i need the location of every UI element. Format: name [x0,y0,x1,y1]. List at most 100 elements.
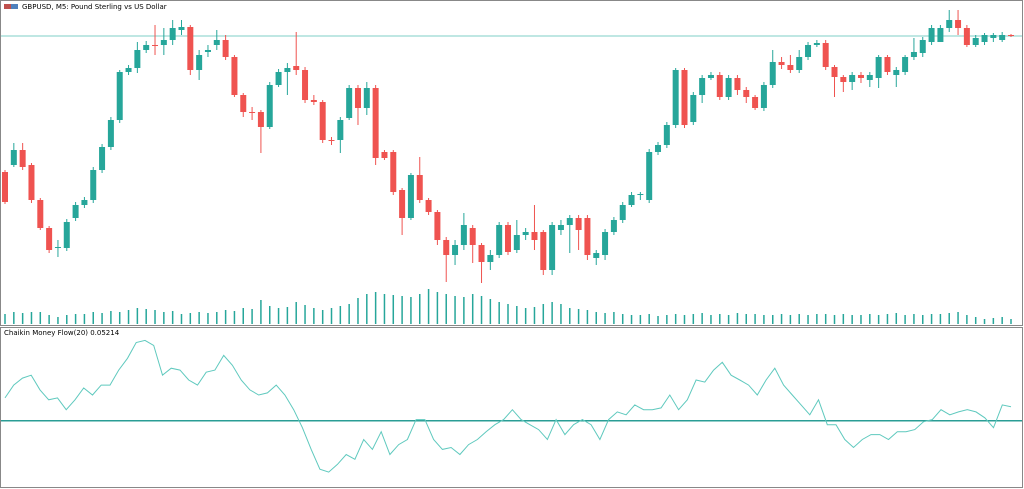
candle-body [769,62,776,85]
candle-body [249,112,256,113]
candle-body [434,212,441,240]
candle-body [407,175,414,218]
candle-body [143,45,150,50]
candle-body [81,200,88,205]
candle-body [213,40,220,45]
candle-body [319,102,326,140]
candle-body [160,40,167,45]
candle-body [63,222,70,248]
candle-body [240,95,247,112]
candle-body [2,172,8,202]
candle-body [328,140,335,141]
candle-body [919,40,926,53]
candle-body [310,100,317,102]
chart-title: GBPUSD, M5: Pound Sterling vs US Dollar [22,3,167,11]
candle-body [822,43,829,67]
candle-body [813,43,820,45]
candle-body [152,45,159,46]
candle-body [187,27,194,70]
candle-body [681,70,688,125]
candle-body [99,147,106,170]
candle-body [531,232,538,240]
candle-body [275,72,282,85]
candle-body [893,70,900,75]
candle-body [610,220,617,232]
candle-body [972,38,979,45]
candle-body [28,165,35,200]
candle-body [840,77,847,82]
candle-body [460,225,467,245]
candle-body [425,200,432,212]
candle-body [637,194,644,195]
candle-body [178,27,185,30]
candle-body [849,75,856,82]
candle-body [399,190,406,218]
candle-body [857,75,864,78]
candle-body [284,68,291,72]
symbol-icon [11,4,18,9]
candle-body [222,40,229,57]
candle-body [946,20,953,28]
candle-body [663,125,670,145]
candle-body [381,152,388,158]
candle-body [593,253,600,258]
candle-body [443,240,450,255]
candle-body [760,85,767,108]
candle-body [575,218,582,230]
candle-body [981,35,988,42]
candle-body [831,67,838,77]
candle-body [196,55,203,70]
candle-body [672,70,679,125]
candle-body [734,78,741,90]
candle-body [231,57,238,95]
candle-body [125,68,132,72]
candle-body [19,150,26,167]
candle-body [990,35,997,38]
candle-body [557,225,564,230]
candle-body [1008,35,1014,36]
candle-body [743,90,750,97]
candle-body [37,200,44,228]
candle-body [416,175,423,200]
indicator-pane [0,327,1023,488]
candle-body [116,72,123,120]
candle-body [699,78,706,95]
candle-body [169,28,176,40]
candle-body [72,205,79,218]
candle-body [796,57,803,70]
candle-body [584,218,591,255]
candle-body [390,152,397,192]
candle-body [107,120,114,147]
candle-body [257,112,264,127]
candle-body [522,232,529,235]
candle-body [725,78,732,97]
candle-body [655,145,662,152]
candle-body [540,232,547,270]
candle-body [549,225,556,270]
candle-body [293,66,300,70]
candle-body [787,65,794,70]
candle-body [866,75,873,80]
candle-body [566,218,573,225]
candle-body [469,228,476,245]
main-pane [0,0,1023,326]
candle-body [346,88,353,118]
candle-body [875,57,882,78]
candle-body [646,152,653,200]
indicator-title: Chaikin Money Flow(20) 0.05214 [4,329,120,337]
candle-body [752,97,759,108]
candle-body [10,150,17,165]
candle-body [302,70,309,100]
candle-body [46,228,53,250]
cmf-line [4,339,1012,473]
candle-body [266,85,273,127]
candle-body [628,195,635,205]
candle-body [937,28,944,42]
candle-body [452,245,459,255]
candle-body [884,57,891,72]
candle-body [496,225,503,255]
candle-body [690,95,697,122]
candle-body [505,225,511,252]
candle-body [707,75,714,78]
